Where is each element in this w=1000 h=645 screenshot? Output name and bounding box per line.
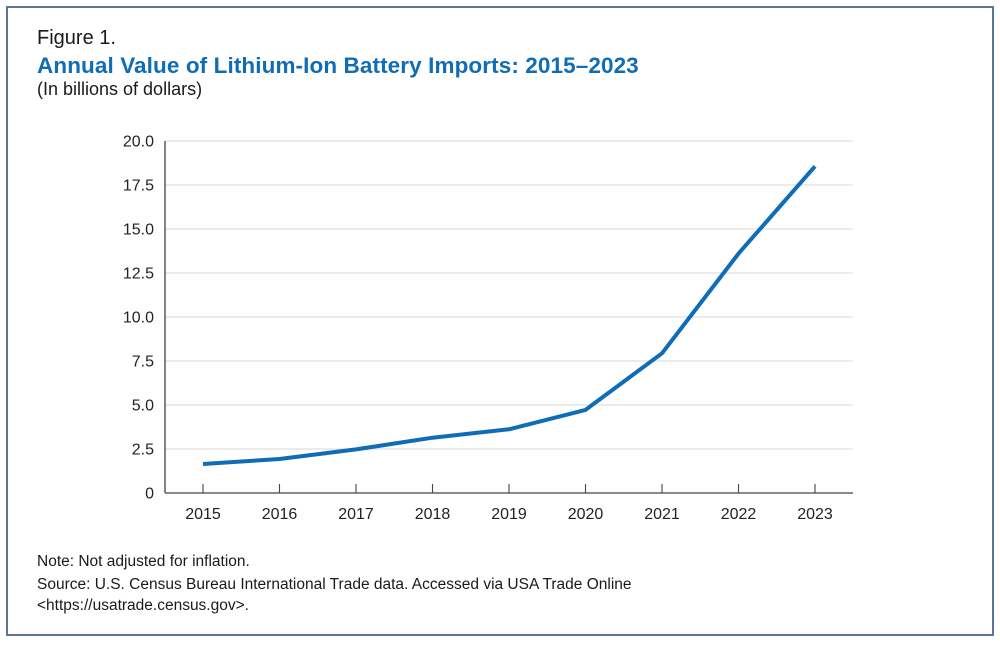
note-text: Note: Not adjusted for inflation. <box>37 553 250 570</box>
y-tick-label: 17.5 <box>123 178 154 195</box>
x-tick-label: 2015 <box>185 506 221 523</box>
x-tick-label: 2018 <box>415 506 451 523</box>
source-text: Source: U.S. Census Bureau International… <box>37 576 632 593</box>
figure-label: Figure 1. <box>37 27 116 49</box>
chart-title: Annual Value of Lithium-Ion Battery Impo… <box>37 53 639 78</box>
y-tick-label: 10.0 <box>123 310 154 327</box>
source-url-text: <https://usatrade.census.gov>. <box>37 597 249 614</box>
y-tick-label: 20.0 <box>123 134 154 151</box>
gridlines <box>165 140 853 450</box>
x-tick-label: 2022 <box>721 506 757 523</box>
y-tick-label: 5.0 <box>132 398 154 415</box>
y-tick-label: 0 <box>145 486 154 503</box>
x-tick-label: 2020 <box>568 506 604 523</box>
x-tick-label: 2016 <box>262 506 298 523</box>
figure-border <box>6 6 994 636</box>
series-line <box>202 164 817 466</box>
series <box>202 164 817 466</box>
x-tick-label: 2019 <box>491 506 527 523</box>
x-axis-ticks: 2015 2016 2017 2018 2019 2020 2021 2022 2023 <box>185 484 833 523</box>
y-axis-tick-labels: 0 2.5 5.0 7.5 10.0 12.5 15.0 17.5 20.0 <box>123 134 154 503</box>
chart-subtitle: (In billions of dollars) <box>37 79 203 99</box>
y-tick-label: 15.0 <box>123 222 154 239</box>
x-tick-label: 2023 <box>797 506 833 523</box>
y-tick-label: 2.5 <box>132 442 154 459</box>
y-tick-label: 7.5 <box>132 354 154 371</box>
x-tick-label: 2021 <box>644 506 680 523</box>
y-tick-label: 12.5 <box>123 266 154 283</box>
x-tick-label: 2017 <box>338 506 374 523</box>
